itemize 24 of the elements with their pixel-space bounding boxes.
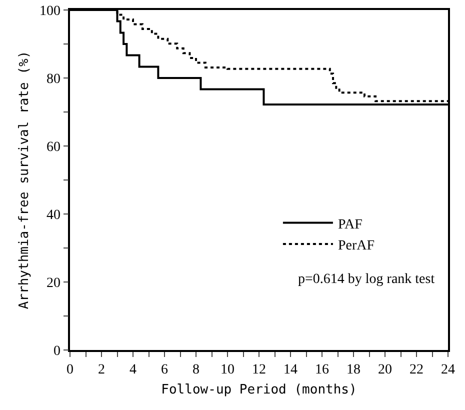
x-tick-label: 4 bbox=[130, 362, 136, 378]
x-tick-label: 14 bbox=[284, 362, 298, 378]
x-tick-label: 8 bbox=[192, 362, 200, 378]
x-tick-label: 10 bbox=[220, 362, 234, 378]
x-tick-label: 18 bbox=[346, 362, 360, 378]
y-tick-label: 80 bbox=[46, 72, 60, 87]
x-tick-label: 24 bbox=[441, 362, 455, 378]
x-tick-label: 0 bbox=[66, 362, 74, 378]
y-tick-label: 100 bbox=[39, 4, 60, 19]
y-tick-label: 60 bbox=[46, 140, 60, 155]
x-axis-title: Follow-up Period (months) bbox=[161, 382, 357, 398]
y-tick-label: 20 bbox=[46, 276, 60, 291]
x-tick-label: 2 bbox=[98, 362, 105, 378]
y-axis-title: Arrhythmia-free survival rate (%) bbox=[16, 50, 32, 310]
x-tick-label: 16 bbox=[315, 362, 329, 378]
legend-label: PAF bbox=[338, 217, 363, 232]
y-tick-label: 40 bbox=[46, 208, 60, 223]
x-tick-label: 20 bbox=[378, 362, 392, 378]
x-tick-label: 6 bbox=[161, 362, 168, 378]
annotation: p=0.614 by log rank test bbox=[298, 272, 435, 287]
x-tick-label: 12 bbox=[252, 362, 266, 378]
x-tick-label: 22 bbox=[410, 362, 424, 378]
legend-label: PerAF bbox=[338, 238, 375, 254]
y-tick-label: 0 bbox=[53, 344, 60, 359]
